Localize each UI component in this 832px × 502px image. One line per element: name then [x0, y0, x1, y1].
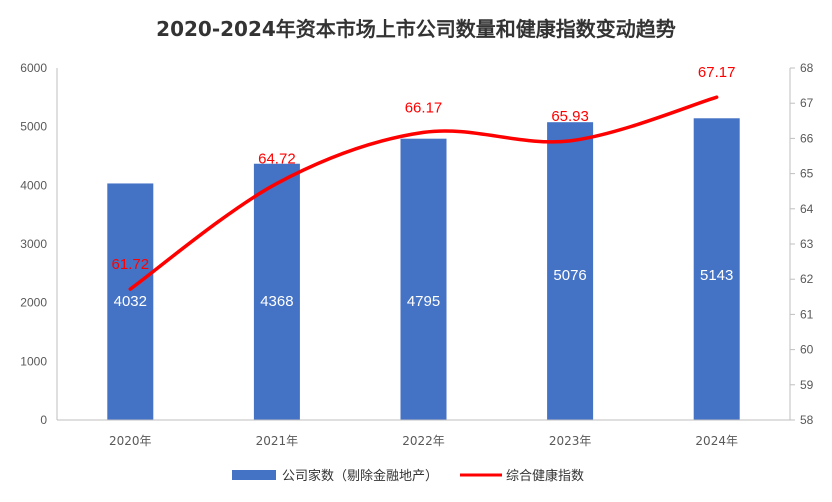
right-tick-label: 67 [800, 96, 814, 110]
chart-title: 2020-2024年资本市场上市公司数量和健康指数变动趋势 [156, 17, 676, 41]
bar-value-label: 4368 [260, 293, 293, 310]
legend-bar-swatch [232, 470, 276, 480]
line-path [128, 95, 719, 291]
right-tick-label: 66 [800, 131, 814, 145]
left-tick-label: 2000 [20, 296, 47, 310]
bar-value-label: 4032 [114, 293, 147, 310]
bar [253, 163, 300, 420]
right-tick-label: 65 [800, 167, 814, 181]
left-tick-label: 6000 [20, 61, 47, 75]
bar [547, 122, 594, 420]
right-tick-label: 60 [800, 343, 814, 357]
line-series: 61.72 64.72 66.17 65.93 67.17 [112, 64, 736, 291]
x-tick-label: 2023年 [549, 434, 592, 448]
bar [400, 138, 447, 420]
bar-value-label: 5076 [553, 267, 586, 284]
line-value-label: 67.17 [698, 64, 736, 81]
right-tick-label: 58 [800, 413, 814, 427]
left-tick-label: 0 [40, 413, 47, 427]
line-value-label: 61.72 [112, 256, 150, 273]
x-tick-label: 2024年 [695, 434, 738, 448]
left-tick-label: 4000 [20, 178, 47, 192]
right-axis: 58 59 60 61 62 63 64 65 66 67 68 [789, 61, 814, 427]
right-tick-label: 62 [800, 272, 814, 286]
x-axis: 2020年 2021年 2022年 2023年 2024年 [57, 419, 790, 448]
line-value-label: 66.17 [405, 99, 443, 116]
right-tick-label: 61 [800, 307, 814, 321]
legend-bar-label: 公司家数（剔除金融地产） [282, 468, 438, 484]
left-axis: 0 1000 2000 3000 4000 5000 6000 [20, 61, 58, 427]
bar-value-label: 5143 [700, 267, 733, 284]
x-tick-label: 2022年 [402, 434, 445, 448]
x-tick-label: 2021年 [256, 434, 299, 448]
right-tick-label: 64 [800, 202, 814, 216]
legend-line-label: 综合健康指数 [506, 468, 584, 484]
bar-series: 4032 4368 4795 5076 5143 [107, 118, 740, 420]
line-value-label: 65.93 [551, 108, 589, 125]
right-tick-label: 68 [800, 61, 814, 75]
bar [107, 183, 154, 420]
bar [693, 118, 740, 420]
bar-value-label: 4795 [407, 293, 440, 310]
x-tick-label: 2020年 [109, 434, 152, 448]
legend: 公司家数（剔除金融地产） 综合健康指数 [232, 468, 584, 484]
left-tick-label: 5000 [20, 120, 47, 134]
line-value-label: 64.72 [258, 150, 296, 167]
right-tick-label: 59 [800, 378, 814, 392]
left-tick-label: 3000 [20, 237, 47, 251]
left-tick-label: 1000 [20, 354, 47, 368]
right-tick-label: 63 [800, 237, 814, 251]
